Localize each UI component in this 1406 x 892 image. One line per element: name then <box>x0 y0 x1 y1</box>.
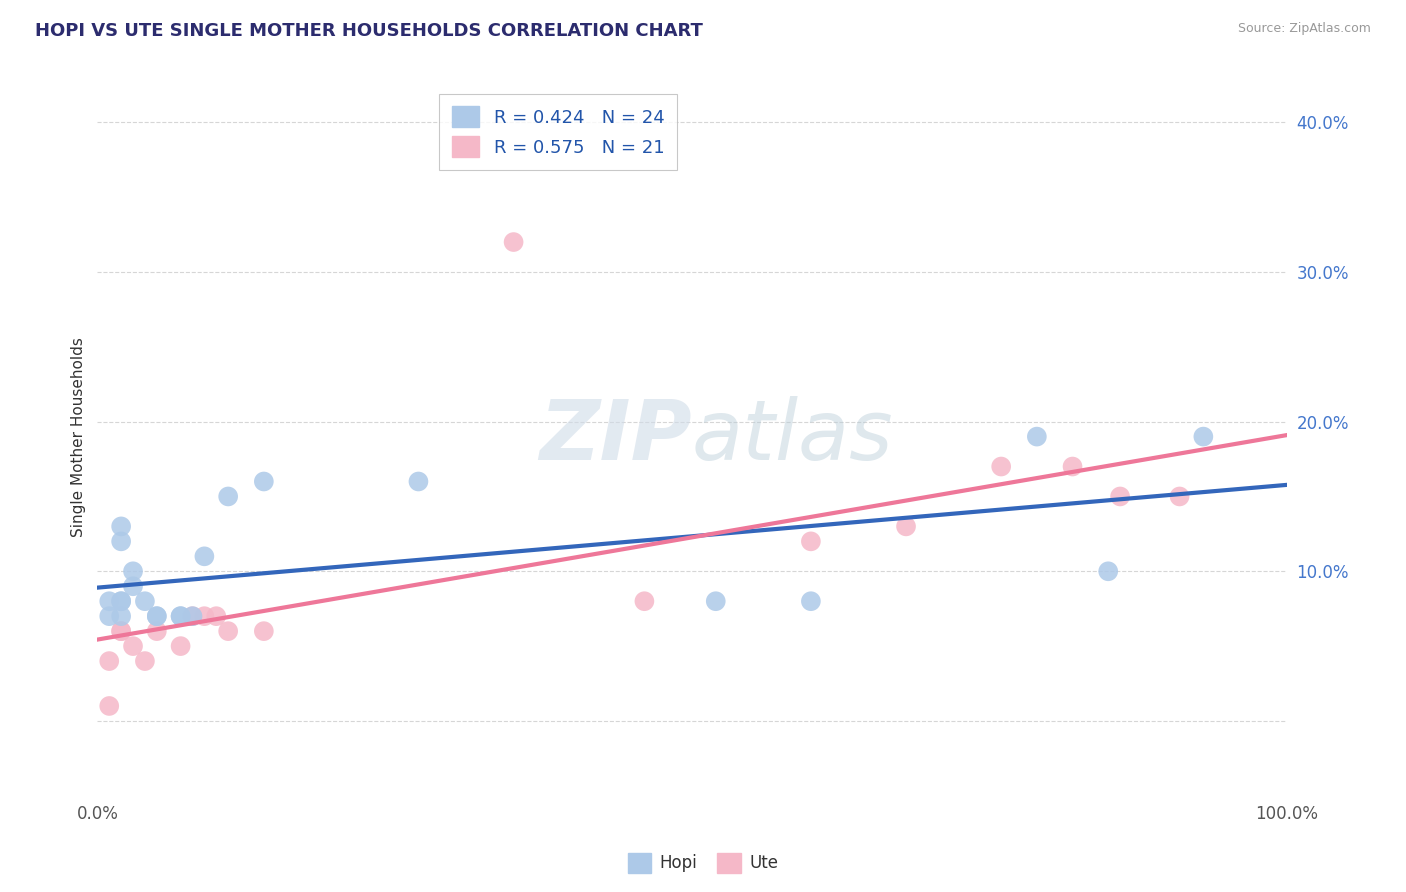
Point <box>502 235 524 249</box>
Point <box>205 609 228 624</box>
Legend: R = 0.424   N = 24, R = 0.575   N = 21: R = 0.424 N = 24, R = 0.575 N = 21 <box>439 94 676 169</box>
Point <box>169 609 191 624</box>
Point <box>110 594 132 608</box>
Point <box>253 624 276 639</box>
Point <box>1192 429 1215 443</box>
Point <box>122 579 145 593</box>
Point <box>633 594 655 608</box>
Point <box>217 624 239 639</box>
Text: ZIP: ZIP <box>540 396 692 477</box>
Point <box>98 594 121 608</box>
Point <box>800 534 823 549</box>
Point <box>1025 429 1047 443</box>
Point <box>181 609 204 624</box>
Point <box>169 609 191 624</box>
Point <box>98 698 121 713</box>
Point <box>217 490 239 504</box>
Point <box>253 475 276 489</box>
Point <box>110 624 132 639</box>
Point <box>110 594 132 608</box>
Point <box>110 534 132 549</box>
Point <box>134 594 156 608</box>
Point <box>1062 459 1084 474</box>
Point <box>704 594 727 608</box>
Point <box>122 564 145 578</box>
Point <box>990 459 1012 474</box>
Point <box>181 609 204 624</box>
Legend: Hopi, Ute: Hopi, Ute <box>621 847 785 880</box>
Point <box>110 609 132 624</box>
Point <box>1168 490 1191 504</box>
Point <box>169 639 191 653</box>
Point <box>894 519 917 533</box>
Text: HOPI VS UTE SINGLE MOTHER HOUSEHOLDS CORRELATION CHART: HOPI VS UTE SINGLE MOTHER HOUSEHOLDS COR… <box>35 22 703 40</box>
Point <box>134 654 156 668</box>
Point <box>146 609 169 624</box>
Y-axis label: Single Mother Households: Single Mother Households <box>72 336 86 536</box>
Point <box>193 549 215 564</box>
Point <box>98 654 121 668</box>
Point <box>146 609 169 624</box>
Point <box>1097 564 1119 578</box>
Point <box>110 519 132 533</box>
Point <box>110 624 132 639</box>
Text: Source: ZipAtlas.com: Source: ZipAtlas.com <box>1237 22 1371 36</box>
Point <box>122 639 145 653</box>
Point <box>146 624 169 639</box>
Point <box>193 609 215 624</box>
Text: atlas: atlas <box>692 396 894 477</box>
Point <box>98 609 121 624</box>
Point <box>800 594 823 608</box>
Point <box>1109 490 1132 504</box>
Point <box>408 475 430 489</box>
